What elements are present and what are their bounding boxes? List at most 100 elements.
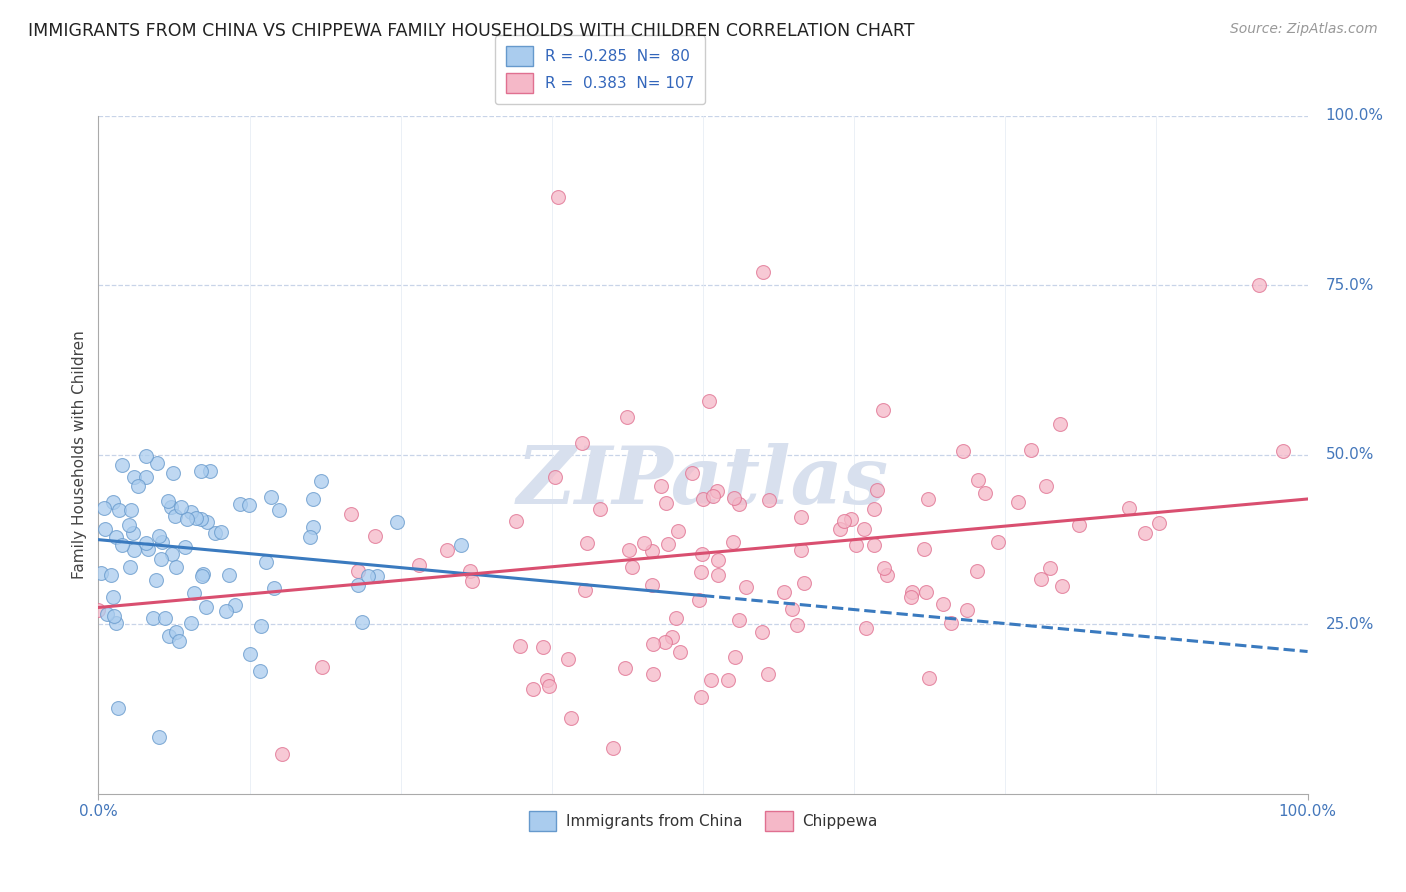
Point bbox=[574, 582, 596, 597]
Point bbox=[641, 543, 664, 558]
Point bbox=[692, 491, 714, 506]
Point bbox=[756, 667, 779, 681]
Text: ZIPatlas: ZIPatlas bbox=[517, 443, 889, 521]
Text: 75.0%: 75.0% bbox=[1326, 278, 1374, 293]
Point bbox=[110, 538, 132, 552]
Point bbox=[190, 465, 212, 479]
Point bbox=[108, 503, 131, 517]
Point bbox=[165, 624, 187, 639]
Point bbox=[655, 496, 678, 510]
Point bbox=[1249, 278, 1271, 293]
Point bbox=[150, 535, 173, 549]
Point bbox=[751, 624, 773, 639]
Legend: Immigrants from China, Chippewa: Immigrants from China, Chippewa bbox=[523, 805, 883, 837]
Point bbox=[135, 535, 157, 549]
Point bbox=[707, 553, 730, 567]
Point bbox=[357, 569, 380, 583]
Point bbox=[120, 559, 142, 574]
Point bbox=[259, 490, 281, 504]
Point bbox=[136, 542, 159, 557]
Point bbox=[620, 560, 643, 574]
Point bbox=[364, 529, 387, 543]
Point bbox=[633, 536, 655, 550]
Point bbox=[557, 652, 579, 666]
Point bbox=[786, 617, 808, 632]
Point bbox=[509, 640, 531, 654]
Point bbox=[654, 635, 676, 649]
Point bbox=[87, 603, 110, 617]
Point bbox=[366, 569, 388, 583]
Point bbox=[872, 560, 894, 574]
Point bbox=[346, 564, 368, 578]
Point bbox=[700, 673, 723, 688]
Point bbox=[602, 740, 624, 755]
Point bbox=[195, 599, 218, 614]
Point bbox=[697, 394, 720, 409]
Point bbox=[263, 581, 285, 595]
Point bbox=[1050, 579, 1073, 593]
Point bbox=[302, 491, 325, 506]
Point bbox=[96, 607, 118, 622]
Point bbox=[702, 489, 724, 503]
Point bbox=[254, 555, 277, 569]
Point bbox=[967, 473, 990, 487]
Point bbox=[150, 552, 173, 566]
Text: 25.0%: 25.0% bbox=[1326, 617, 1374, 632]
Point bbox=[773, 584, 796, 599]
Point bbox=[956, 602, 979, 616]
Point bbox=[863, 538, 886, 552]
Point bbox=[111, 458, 134, 472]
Point bbox=[531, 640, 554, 654]
Point bbox=[793, 576, 815, 591]
Point bbox=[665, 611, 688, 625]
Point bbox=[122, 469, 145, 483]
Point bbox=[173, 540, 195, 554]
Point bbox=[839, 512, 862, 526]
Point bbox=[917, 492, 939, 507]
Point bbox=[183, 586, 205, 600]
Point bbox=[167, 633, 190, 648]
Point bbox=[153, 611, 176, 625]
Point bbox=[145, 456, 167, 470]
Point bbox=[271, 747, 294, 761]
Point bbox=[657, 537, 679, 551]
Point bbox=[716, 673, 738, 687]
Point bbox=[103, 609, 125, 624]
Point bbox=[900, 590, 922, 604]
Text: 50.0%: 50.0% bbox=[1326, 448, 1374, 462]
Point bbox=[852, 522, 875, 536]
Text: 100.0%: 100.0% bbox=[1326, 109, 1384, 123]
Point bbox=[538, 680, 561, 694]
Point bbox=[690, 565, 713, 579]
Point bbox=[690, 690, 713, 705]
Point bbox=[643, 637, 665, 651]
Point bbox=[339, 508, 361, 522]
Point bbox=[148, 529, 170, 543]
Point bbox=[932, 597, 955, 611]
Point bbox=[450, 538, 472, 552]
Point bbox=[828, 522, 851, 536]
Point bbox=[170, 500, 193, 515]
Point bbox=[616, 409, 638, 424]
Point bbox=[408, 558, 430, 573]
Point bbox=[505, 514, 527, 528]
Point bbox=[918, 671, 941, 685]
Point bbox=[721, 534, 744, 549]
Point bbox=[690, 547, 713, 561]
Point bbox=[876, 568, 898, 582]
Point bbox=[103, 590, 125, 604]
Point bbox=[269, 503, 291, 517]
Point bbox=[93, 500, 115, 515]
Point bbox=[571, 436, 593, 450]
Point bbox=[135, 469, 157, 483]
Point bbox=[617, 543, 640, 558]
Point bbox=[239, 648, 262, 662]
Point bbox=[1272, 444, 1295, 458]
Point bbox=[100, 567, 122, 582]
Point bbox=[789, 509, 811, 524]
Point bbox=[560, 711, 582, 725]
Point bbox=[1029, 572, 1052, 586]
Text: IMMIGRANTS FROM CHINA VS CHIPPEWA FAMILY HOUSEHOLDS WITH CHILDREN CORRELATION CH: IMMIGRANTS FROM CHINA VS CHIPPEWA FAMILY… bbox=[28, 22, 915, 40]
Point bbox=[148, 731, 170, 745]
Point bbox=[180, 616, 202, 631]
